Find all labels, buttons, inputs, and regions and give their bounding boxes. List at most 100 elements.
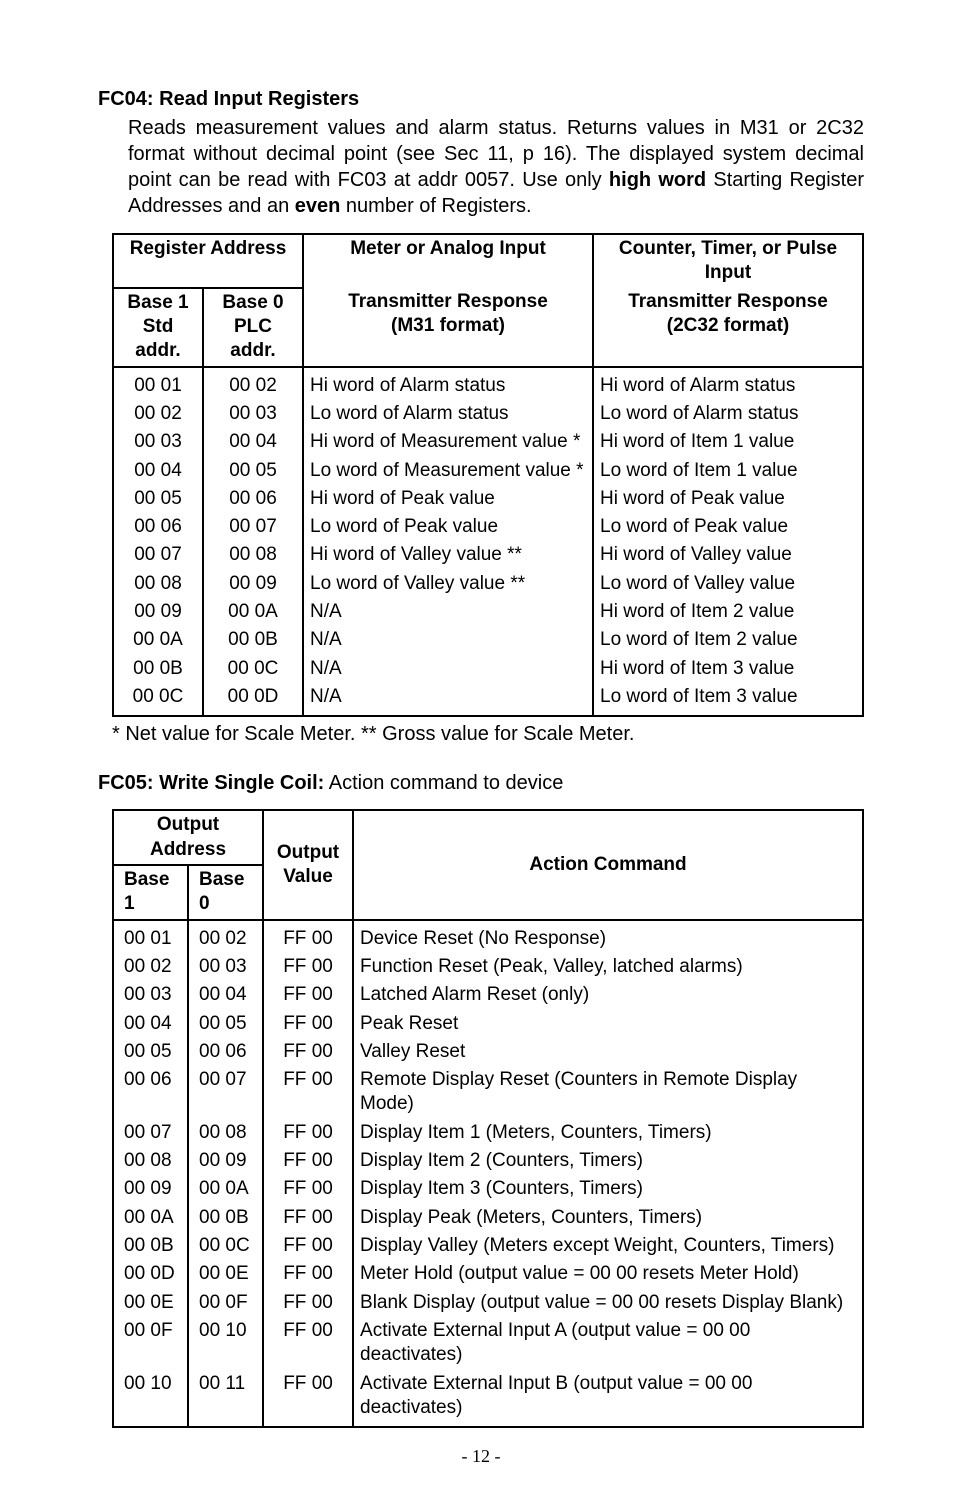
table-cell: Lo word of Valley value **: [303, 570, 593, 598]
table-row: 00 0900 0AFF 00Display Item 3 (Counters,…: [113, 1175, 863, 1203]
table-row: 00 0700 08Hi word of Valley value **Hi w…: [113, 541, 863, 569]
table-cell: Hi word of Alarm status: [303, 367, 593, 400]
table-cell: 00 06: [188, 1038, 263, 1066]
table-row: 00 0E00 0FFF 00Blank Display (output val…: [113, 1289, 863, 1317]
table-cell: 00 0A: [188, 1175, 263, 1203]
fc04-hdr-base1: Base 1 Std addr.: [113, 288, 203, 367]
table-cell: 00 06: [113, 1066, 188, 1119]
table-cell: FF 00: [263, 1232, 353, 1260]
table-cell: FF 00: [263, 1147, 353, 1175]
table-cell: Peak Reset: [353, 1010, 863, 1038]
table-row: 00 0B00 0CN/AHi word of Item 3 value: [113, 655, 863, 683]
table-cell: 00 07: [203, 513, 303, 541]
table-row: 00 0B00 0CFF 00Display Valley (Meters ex…: [113, 1232, 863, 1260]
table-cell: 00 0B: [188, 1204, 263, 1232]
table-row: 00 0400 05FF 00Peak Reset: [113, 1010, 863, 1038]
table-cell: 00 08: [113, 1147, 188, 1175]
table-cell: 00 0F: [113, 1317, 188, 1370]
table-cell: 00 04: [188, 981, 263, 1009]
table-cell: FF 00: [263, 1370, 353, 1428]
table-cell: 00 0C: [113, 683, 203, 716]
table-cell: 00 0B: [203, 626, 303, 654]
table-cell: 00 08: [188, 1119, 263, 1147]
table-cell: N/A: [303, 655, 593, 683]
table-row: 00 0A00 0BN/ALo word of Item 2 value: [113, 626, 863, 654]
table-cell: Hi word of Item 1 value: [593, 428, 863, 456]
table-row: 00 0600 07Lo word of Peak valueLo word o…: [113, 513, 863, 541]
table-row: 00 0C00 0DN/ALo word of Item 3 value: [113, 683, 863, 716]
table-row: 00 0900 0AN/AHi word of Item 2 value: [113, 598, 863, 626]
fc04-title: FC04: Read Input Registers: [98, 88, 864, 111]
table-cell: 00 03: [188, 953, 263, 981]
table-cell: Lo word of Measurement value *: [303, 457, 593, 485]
table-cell: 00 10: [188, 1317, 263, 1370]
table-row: 00 0300 04FF 00Latched Alarm Reset (only…: [113, 981, 863, 1009]
fc04-hdr-counter: Counter, Timer, or Pulse Input: [593, 234, 863, 288]
table-cell: Hi word of Measurement value *: [303, 428, 593, 456]
table-cell: FF 00: [263, 953, 353, 981]
table-cell: Display Item 1 (Meters, Counters, Timers…: [353, 1119, 863, 1147]
table-cell: FF 00: [263, 1204, 353, 1232]
table-cell: FF 00: [263, 1010, 353, 1038]
table-cell: 00 08: [203, 541, 303, 569]
table-row: 00 0400 05Lo word of Measurement value *…: [113, 457, 863, 485]
table-cell: 00 02: [203, 367, 303, 400]
fc04-desc-p4: number of Registers.: [340, 195, 531, 217]
fc04-hdr-base0: Base 0 PLC addr.: [203, 288, 303, 367]
table-cell: Device Reset (No Response): [353, 920, 863, 953]
table-cell: N/A: [303, 598, 593, 626]
table-cell: 00 09: [113, 1175, 188, 1203]
fc05-hdr-outval: Output Value: [263, 810, 353, 919]
table-cell: 00 09: [203, 570, 303, 598]
table-cell: Lo word of Peak value: [303, 513, 593, 541]
table-cell: Hi word of Peak value: [303, 485, 593, 513]
table-cell: FF 00: [263, 1289, 353, 1317]
table-cell: Hi word of Valley value **: [303, 541, 593, 569]
fc05-tbody: 00 0100 02FF 00Device Reset (No Response…: [113, 920, 863, 1428]
fc04-desc-p1: high word: [609, 169, 706, 191]
table-cell: 00 10: [113, 1370, 188, 1428]
table-cell: 00 07: [188, 1066, 263, 1119]
table-cell: 00 0A: [203, 598, 303, 626]
table-cell: Display Item 2 (Counters, Timers): [353, 1147, 863, 1175]
table-cell: Hi word of Alarm status: [593, 367, 863, 400]
table-cell: Function Reset (Peak, Valley, latched al…: [353, 953, 863, 981]
table-row: 00 0300 04Hi word of Measurement value *…: [113, 428, 863, 456]
table-row: 00 0100 02FF 00Device Reset (No Response…: [113, 920, 863, 953]
page-root: FC04: Read Input Registers Reads measure…: [0, 0, 954, 1507]
table-cell: N/A: [303, 683, 593, 716]
table-cell: 00 04: [113, 1010, 188, 1038]
table-cell: Blank Display (output value = 00 00 rese…: [353, 1289, 863, 1317]
table-cell: FF 00: [263, 920, 353, 953]
table-cell: Hi word of Item 2 value: [593, 598, 863, 626]
table-cell: 00 0E: [188, 1260, 263, 1288]
table-row: 00 0200 03Lo word of Alarm statusLo word…: [113, 400, 863, 428]
table-cell: 00 02: [188, 920, 263, 953]
table-row: 00 0700 08FF 00Display Item 1 (Meters, C…: [113, 1119, 863, 1147]
table-cell: FF 00: [263, 981, 353, 1009]
table-cell: Remote Display Reset (Counters in Remote…: [353, 1066, 863, 1119]
table-cell: 00 05: [113, 485, 203, 513]
table-cell: Hi word of Item 3 value: [593, 655, 863, 683]
table-row: 00 0200 03FF 00Function Reset (Peak, Val…: [113, 953, 863, 981]
fc05-title-rest: Action command to device: [324, 772, 563, 794]
table-cell: Meter Hold (output value = 00 00 resets …: [353, 1260, 863, 1288]
table-cell: Lo word of Valley value: [593, 570, 863, 598]
fc05-hdr-base1: Base 1: [113, 865, 188, 920]
table-cell: FF 00: [263, 1066, 353, 1119]
table-cell: Lo word of Peak value: [593, 513, 863, 541]
table-cell: Activate External Input A (output value …: [353, 1317, 863, 1370]
fc04-hdr-regaddr: Register Address: [113, 234, 303, 288]
table-cell: N/A: [303, 626, 593, 654]
table-cell: 00 0E: [113, 1289, 188, 1317]
table-cell: Lo word of Alarm status: [593, 400, 863, 428]
fc05-hdr-outaddr: Output Address: [113, 810, 263, 865]
table-cell: 00 04: [113, 457, 203, 485]
table-cell: 00 0B: [113, 655, 203, 683]
fc05-table: Output Address Output Value Action Comma…: [112, 809, 864, 1428]
table-cell: 00 08: [113, 570, 203, 598]
table-cell: Lo word of Item 3 value: [593, 683, 863, 716]
table-cell: 00 02: [113, 953, 188, 981]
table-cell: 00 0D: [113, 1260, 188, 1288]
table-row: 00 0A00 0BFF 00Display Peak (Meters, Cou…: [113, 1204, 863, 1232]
